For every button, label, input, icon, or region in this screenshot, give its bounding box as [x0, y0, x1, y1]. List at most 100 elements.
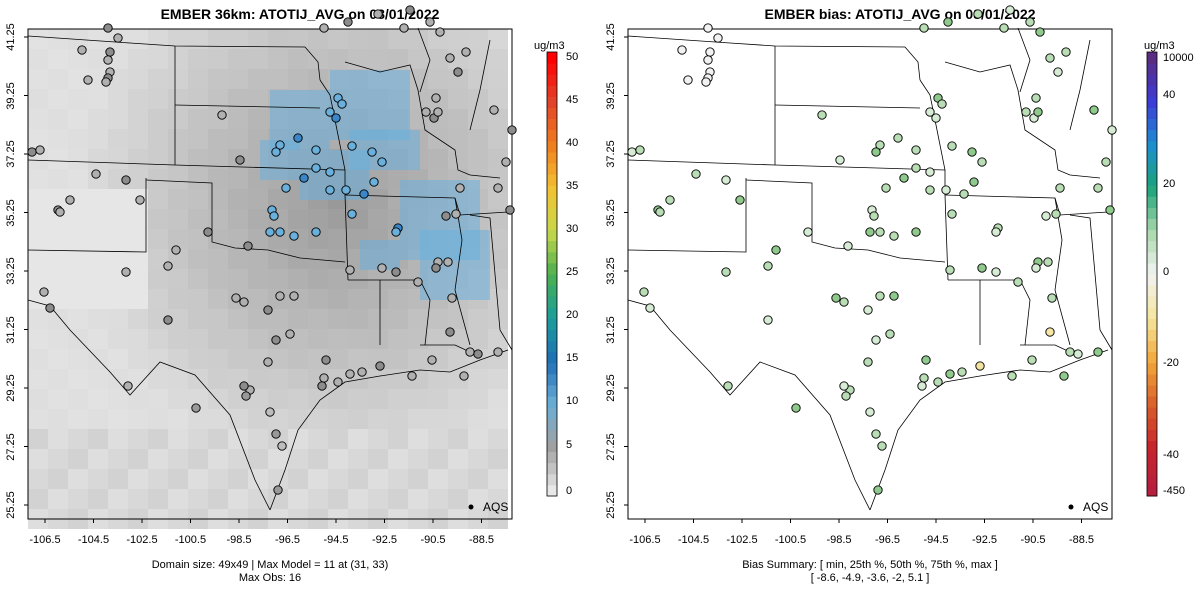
colorbar-tick-label: 40	[1163, 89, 1176, 101]
station-marker	[45, 303, 55, 313]
station-marker	[973, 9, 983, 19]
colorbar-tick-label: 45	[566, 94, 579, 106]
station-marker	[427, 355, 437, 365]
station-marker	[1093, 347, 1103, 357]
station-marker	[937, 99, 947, 109]
station-marker	[791, 403, 801, 413]
legend-aqs-label: AQS	[1083, 500, 1109, 514]
station-marker	[911, 227, 921, 237]
station-marker	[367, 147, 377, 157]
station-marker	[269, 211, 279, 221]
x-tick-label: -92.5	[371, 534, 398, 546]
station-marker	[1045, 327, 1055, 337]
state-border	[319, 79, 349, 281]
state-border	[469, 214, 513, 351]
station-marker	[947, 209, 957, 219]
bias-map	[624, 5, 1158, 523]
station-marker	[831, 293, 841, 303]
y-tick-label: 37.25	[605, 140, 617, 168]
station-marker	[435, 27, 445, 37]
station-marker	[919, 23, 929, 33]
station-marker	[241, 391, 251, 401]
station-marker	[375, 361, 385, 371]
station-marker	[975, 361, 985, 371]
station-marker	[203, 227, 213, 237]
station-marker	[399, 23, 409, 33]
x-tick-label: -106.5	[29, 534, 61, 546]
station-marker	[343, 17, 353, 27]
station-marker	[817, 110, 827, 120]
station-marker	[1021, 107, 1031, 117]
x-tick-label: -90.5	[1020, 534, 1046, 546]
station-marker	[683, 75, 693, 85]
state-border	[627, 299, 871, 511]
station-marker	[1035, 27, 1045, 37]
station-marker	[407, 371, 417, 381]
station-marker	[345, 369, 355, 379]
station-marker	[723, 381, 733, 391]
state-border	[420, 344, 471, 353]
x-tick-label: -88.5	[1068, 534, 1095, 546]
station-marker	[277, 441, 287, 451]
station-marker	[977, 157, 987, 167]
station-marker	[865, 407, 875, 417]
state-border	[774, 104, 921, 109]
station-marker	[91, 169, 101, 179]
colorbar-tick-label: -40	[1163, 449, 1179, 461]
station-marker	[1059, 371, 1069, 381]
station-marker	[325, 167, 335, 177]
station-marker	[275, 227, 285, 237]
state-border	[627, 159, 946, 171]
station-marker	[1105, 205, 1115, 215]
station-marker	[1013, 277, 1023, 287]
state-border	[145, 179, 346, 263]
legend-aqs-label: AQS	[483, 500, 509, 514]
station-marker	[103, 23, 113, 33]
bias-summary-header: Bias Summary: [ min, 25th %, 50th %, 75t…	[742, 559, 998, 571]
station-marker	[703, 55, 713, 65]
y-tick-label: 31.25	[5, 315, 17, 344]
station-marker	[919, 373, 929, 383]
y-tick-label: 35.25	[605, 198, 617, 227]
station-marker	[991, 227, 1001, 237]
station-marker	[123, 381, 133, 391]
state-border	[627, 35, 921, 81]
station-marker	[885, 329, 895, 339]
colorbar-tick-label: 50	[566, 51, 579, 63]
station-marker	[373, 9, 383, 19]
station-marker	[941, 185, 951, 195]
station-marker	[281, 183, 291, 193]
station-marker	[83, 75, 93, 85]
state-border	[454, 197, 471, 346]
y-tick-label: 35.25	[5, 198, 17, 227]
station-marker	[443, 257, 453, 267]
colorbar-unit: ug/m3	[1144, 40, 1175, 52]
station-marker	[1027, 355, 1037, 365]
y-tick-label: 37.25	[5, 140, 17, 168]
model-panel: EMBER 36km: ATOTIJ_AVG on 08/01/2022 41.…	[5, 5, 579, 584]
x-tick-label: -98.5	[826, 534, 852, 546]
x-tick-label: -92.5	[971, 534, 998, 546]
legend-aqs-marker	[1068, 504, 1074, 510]
station-marker	[263, 305, 273, 315]
station-marker	[1101, 157, 1111, 167]
colorbar-tick-label: 0	[566, 485, 573, 497]
station-marker	[285, 329, 295, 339]
station-marker	[1025, 17, 1035, 27]
station-marker	[103, 55, 113, 65]
station-marker	[871, 147, 881, 157]
y-tick-label: 27.25	[605, 432, 617, 461]
station-marker	[925, 107, 935, 117]
state-border	[344, 61, 501, 179]
colorbar-tick-label: 20	[566, 309, 579, 321]
station-marker	[27, 147, 37, 157]
station-marker	[333, 377, 343, 387]
station-marker	[319, 23, 329, 33]
station-marker	[271, 429, 281, 439]
station-marker	[217, 110, 227, 120]
station-marker	[931, 113, 941, 123]
station-marker	[839, 297, 849, 307]
station-marker	[105, 47, 115, 57]
station-marker	[875, 291, 885, 301]
station-marker	[431, 93, 441, 103]
